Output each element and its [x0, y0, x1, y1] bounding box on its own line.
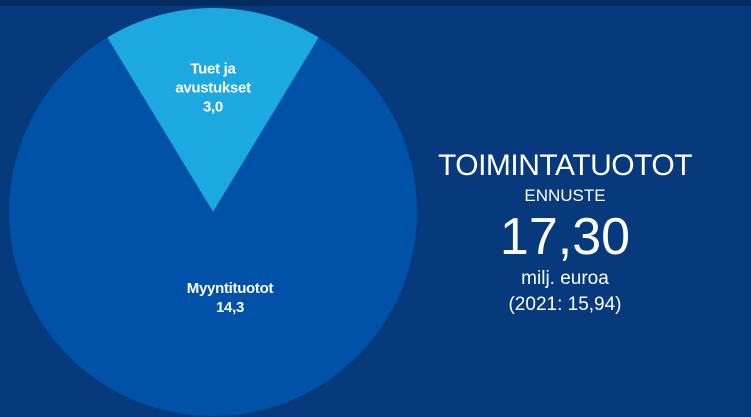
- value-label: 14,3: [216, 298, 244, 316]
- slice-label: Myyntituotot 14,3: [160, 279, 300, 317]
- previous: (2021: 15,94): [508, 294, 622, 315]
- slice-label: Tuet ja avustukset 3,0: [163, 59, 263, 116]
- top-band: [0, 0, 751, 6]
- pie-slice: [107, 8, 319, 212]
- unit: milj. euroa: [521, 268, 609, 289]
- total: 17,30: [499, 208, 631, 266]
- value-label: 3,0: [203, 98, 223, 116]
- title: TOIMINTATUOTOT: [437, 149, 693, 182]
- side-panel: TOIMINTATUOTOT ENNUSTE 17,30 milj. euroa…: [430, 148, 700, 318]
- pie-slice: [8, 37, 418, 417]
- subtitle: ENNUSTE: [524, 186, 606, 205]
- category-label: Tuet ja avustukset: [175, 60, 251, 97]
- category-label: Myyntituotot: [186, 279, 274, 297]
